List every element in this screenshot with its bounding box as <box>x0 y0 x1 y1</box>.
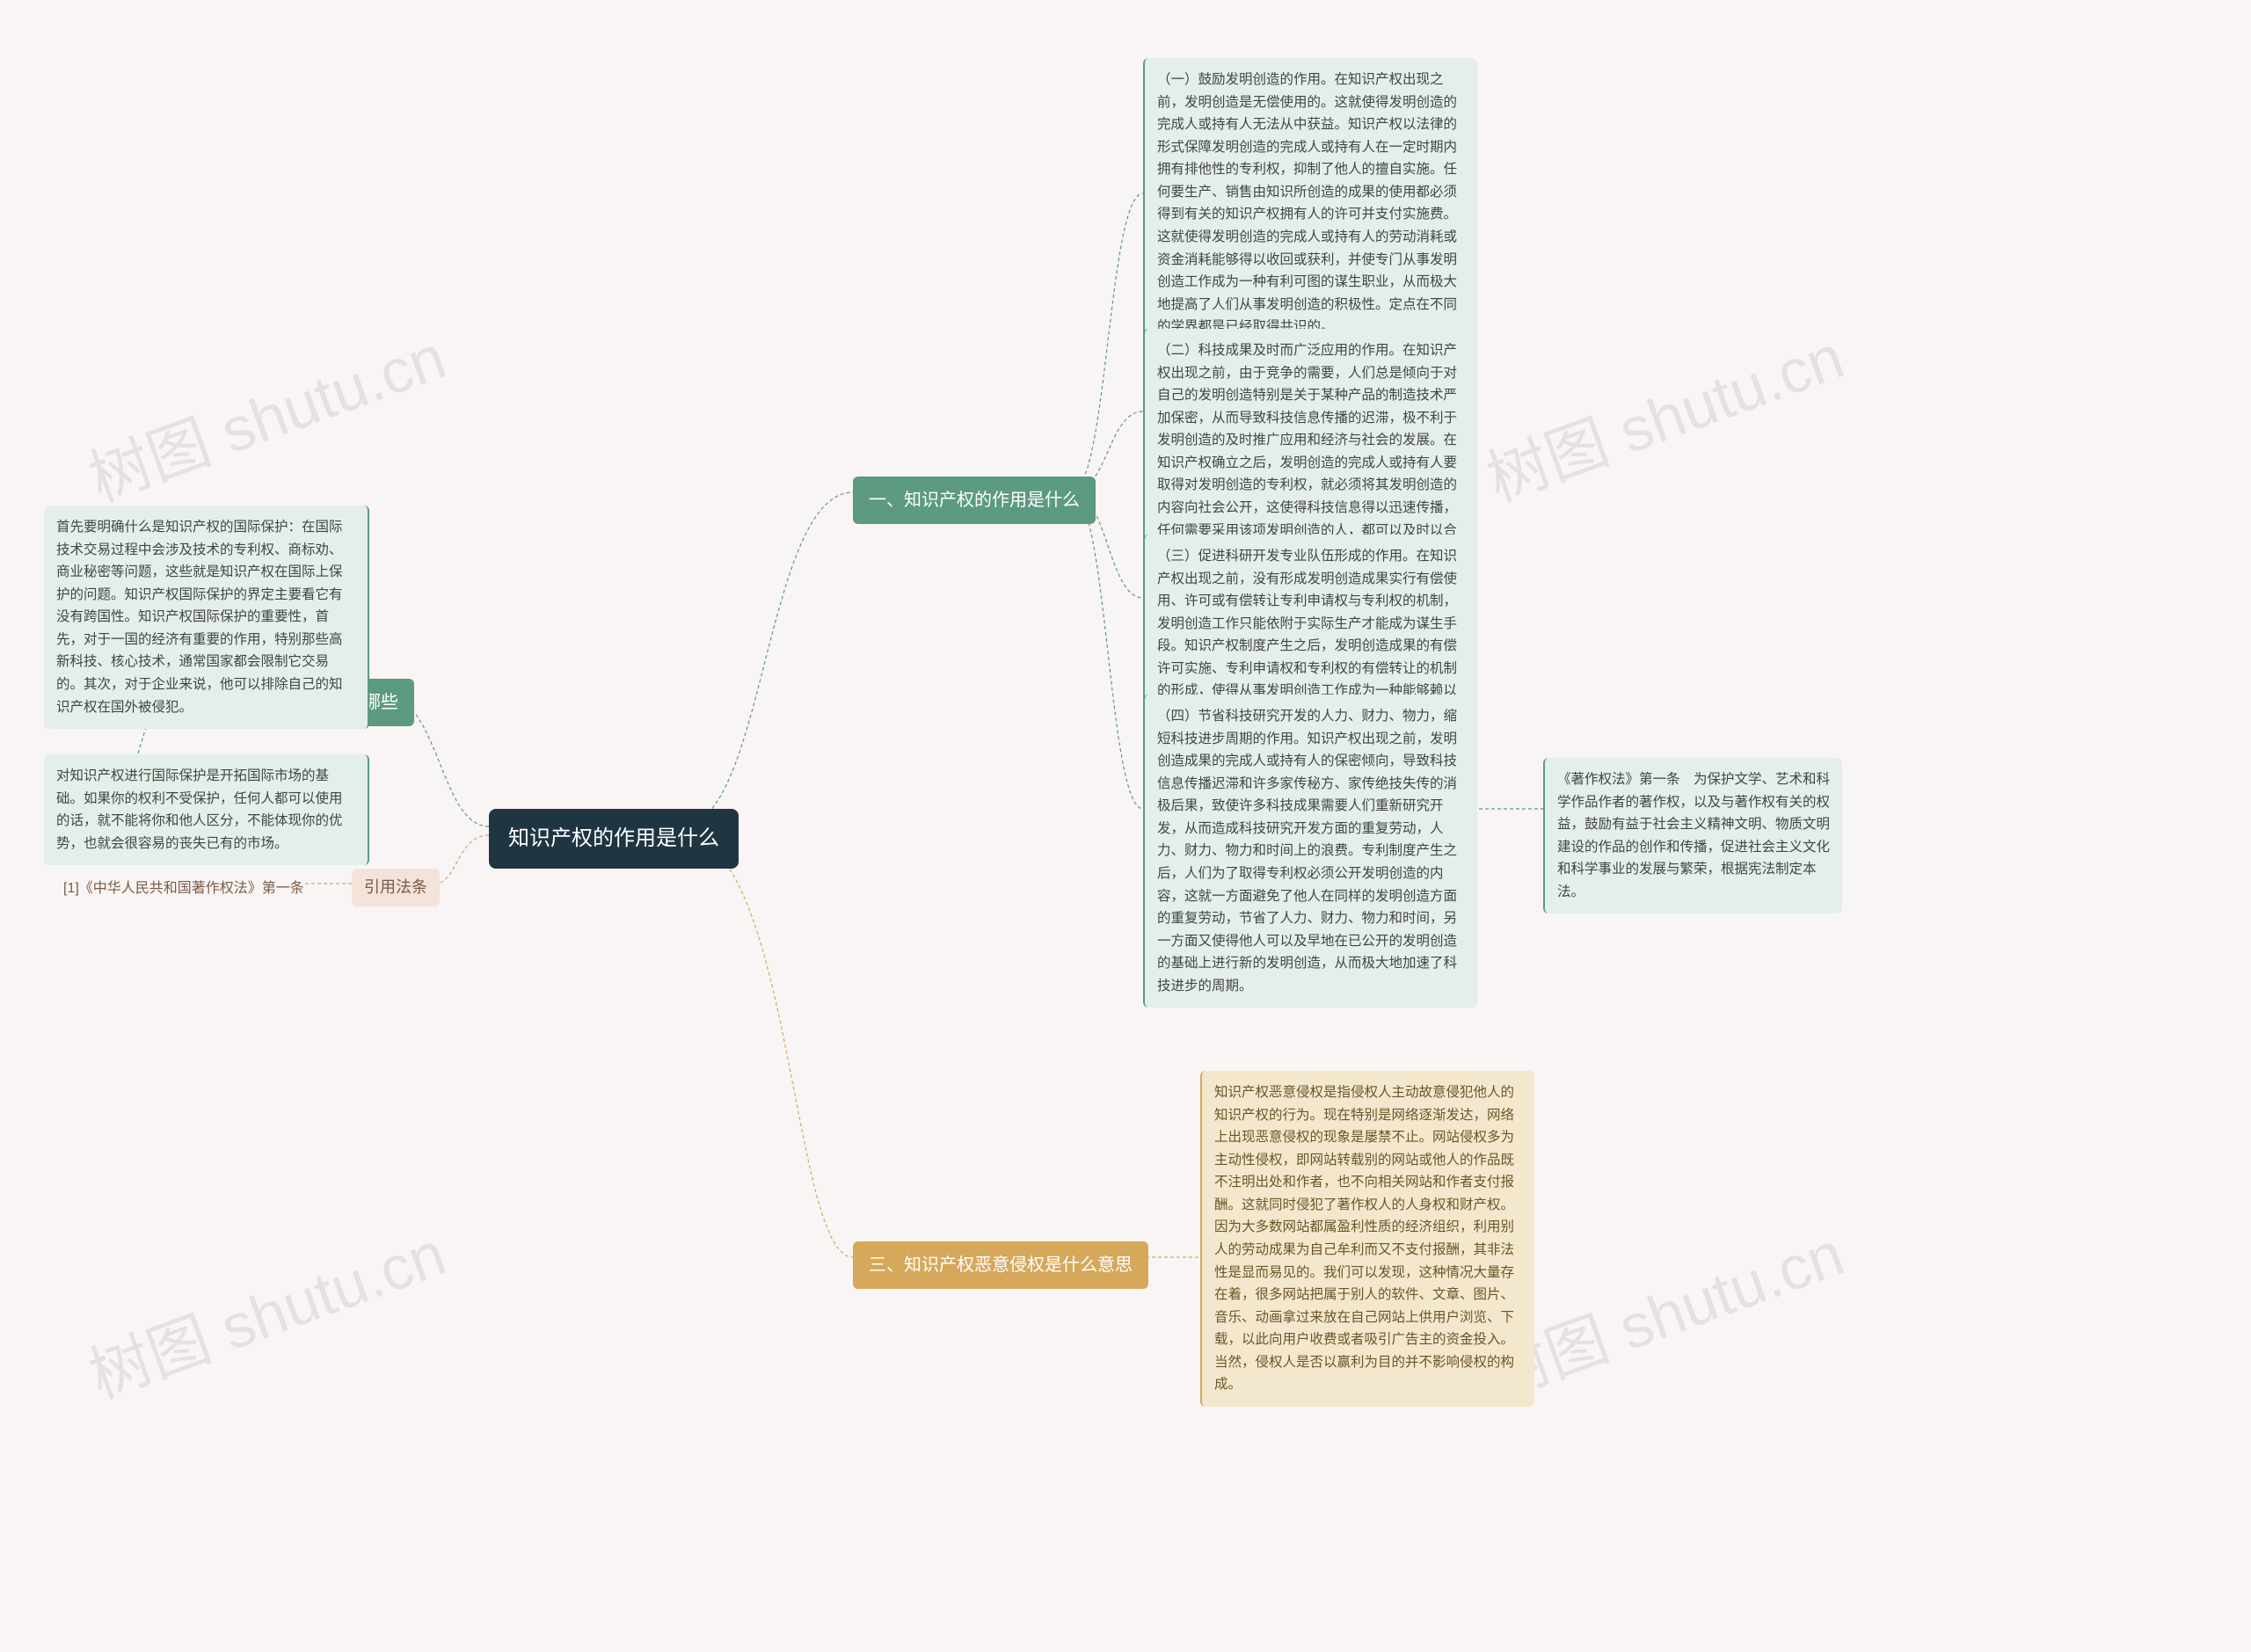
branch-4-label: 引用法条 <box>364 878 427 896</box>
leaf-b1-1[interactable]: （一）鼓励发明创造的作用。在知识产权出现之前，发明创造是无偿使用的。这就使得发明… <box>1143 58 1477 349</box>
leaf-b3-1[interactable]: 知识产权恶意侵权是指侵权人主动故意侵犯他人的知识产权的行为。现在特别是网络逐渐发… <box>1200 1071 1534 1407</box>
root-label: 知识产权的作用是什么 <box>508 826 719 850</box>
watermark: 树图 shutu.cn <box>76 309 456 520</box>
leaf-b2-1-text: 首先要明确什么是知识产权的国际保护：在国际技术交易过程中会涉及技术的专利权、商标… <box>56 520 343 715</box>
leaf-b4-1-text: [1]《中华人民共和国著作权法》第一条 <box>63 881 304 896</box>
leaf-b1-4-text: （四）节省科技研究开发的人力、财力、物力，缩短科技进步周期的作用。知识产权出现之… <box>1157 709 1457 993</box>
branch-node-4[interactable]: 引用法条 <box>352 869 440 906</box>
leaf-b2-2-text: 对知识产权进行国际保护是开拓国际市场的基础。如果你的权利不受保护，任何人都可以使… <box>56 768 343 851</box>
leaf-b1-2-text: （二）科技成果及时而广泛应用的作用。在知识产权出现之前，由于竞争的需要，人们总是… <box>1157 343 1457 560</box>
leaf-b1-4-sub[interactable]: 《著作权法》第一条 为保护文学、艺术和科学作品作者的著作权，以及与著作权有关的权… <box>1543 758 1842 913</box>
leaf-b1-4[interactable]: （四）节省科技研究开发的人力、财力、物力，缩短科技进步周期的作用。知识产权出现之… <box>1143 695 1477 1008</box>
branch-3-label: 三、知识产权恶意侵权是什么意思 <box>869 1255 1133 1275</box>
watermark: 树图 shutu.cn <box>1474 309 1854 520</box>
watermark: 树图 shutu.cn <box>76 1205 456 1416</box>
leaf-b1-1-text: （一）鼓励发明创造的作用。在知识产权出现之前，发明创造是无偿使用的。这就使得发明… <box>1157 72 1457 334</box>
branch-node-3[interactable]: 三、知识产权恶意侵权是什么意思 <box>853 1241 1148 1289</box>
leaf-b2-1[interactable]: 首先要明确什么是知识产权的国际保护：在国际技术交易过程中会涉及技术的专利权、商标… <box>44 506 369 729</box>
leaf-b4-1[interactable]: [1]《中华人民共和国著作权法》第一条 <box>55 872 313 906</box>
leaf-b1-4-sub-text: 《著作权法》第一条 为保护文学、艺术和科学作品作者的著作权，以及与著作权有关的权… <box>1557 772 1830 899</box>
leaf-b3-1-text: 知识产权恶意侵权是指侵权人主动故意侵犯他人的知识产权的行为。现在特别是网络逐渐发… <box>1214 1085 1514 1392</box>
branch-1-label: 一、知识产权的作用是什么 <box>869 491 1080 510</box>
leaf-b2-2[interactable]: 对知识产权进行国际保护是开拓国际市场的基础。如果你的权利不受保护，任何人都可以使… <box>44 754 369 865</box>
branch-node-1[interactable]: 一、知识产权的作用是什么 <box>853 477 1096 524</box>
root-node[interactable]: 知识产权的作用是什么 <box>489 809 739 869</box>
